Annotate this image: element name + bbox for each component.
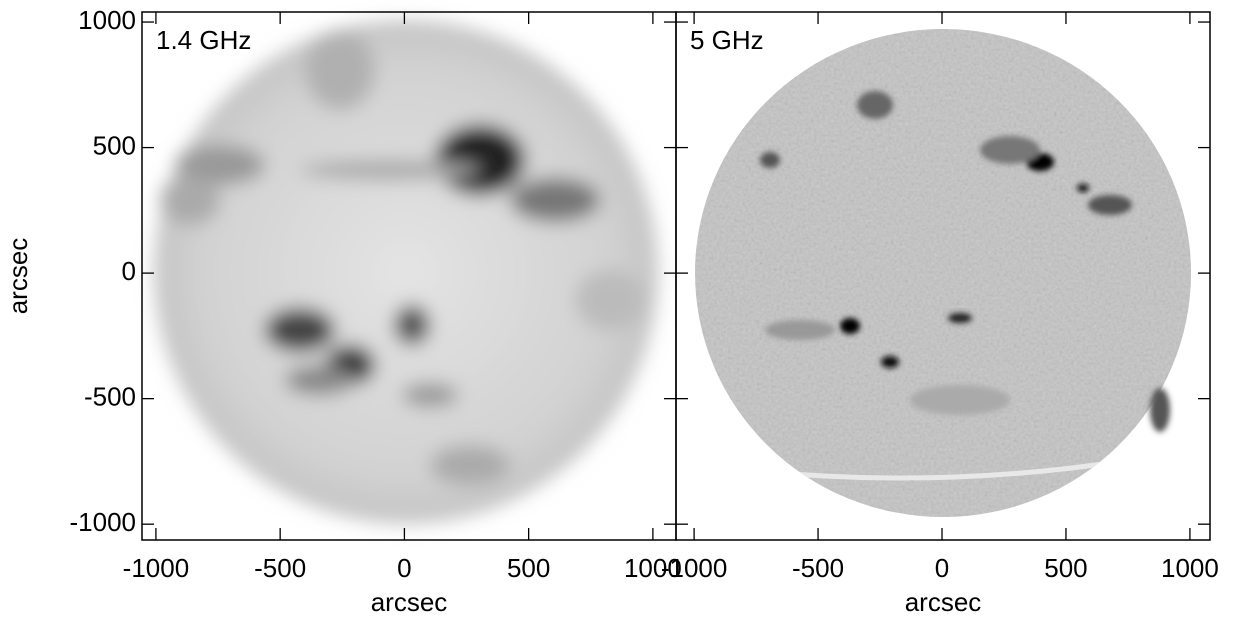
y-tick-label: -500 [84, 382, 136, 412]
y-tick-label: -1000 [70, 507, 137, 537]
x-tick-label: -500 [792, 553, 844, 583]
y-tick-label: 1000 [78, 5, 136, 35]
x-tick-label: 500 [507, 553, 550, 583]
x-axis-label: arcsec [371, 587, 448, 617]
x-tick-label: 1000 [624, 553, 682, 583]
y-tick-label: 0 [122, 256, 136, 286]
image-1-4ghz [154, 20, 658, 524]
x-tick-label: -1000 [123, 553, 190, 583]
x-tick-label: -500 [254, 553, 306, 583]
x-tick-label: -1000 [661, 553, 728, 583]
x-tick-label: 0 [397, 553, 411, 583]
x-axis-label: arcsec [905, 587, 982, 617]
y-tick-label: 500 [93, 130, 136, 160]
panel-title: 5 GHz [690, 25, 764, 55]
y-axis-label: arcsec [3, 238, 33, 315]
x-tick-label: 0 [935, 553, 949, 583]
x-tick-label: 1000 [1161, 553, 1219, 583]
panel-title: 1.4 GHz [156, 25, 251, 55]
frame [675, 11, 1211, 541]
image-5ghz [695, 29, 1191, 517]
x-tick-label: 500 [1044, 553, 1087, 583]
